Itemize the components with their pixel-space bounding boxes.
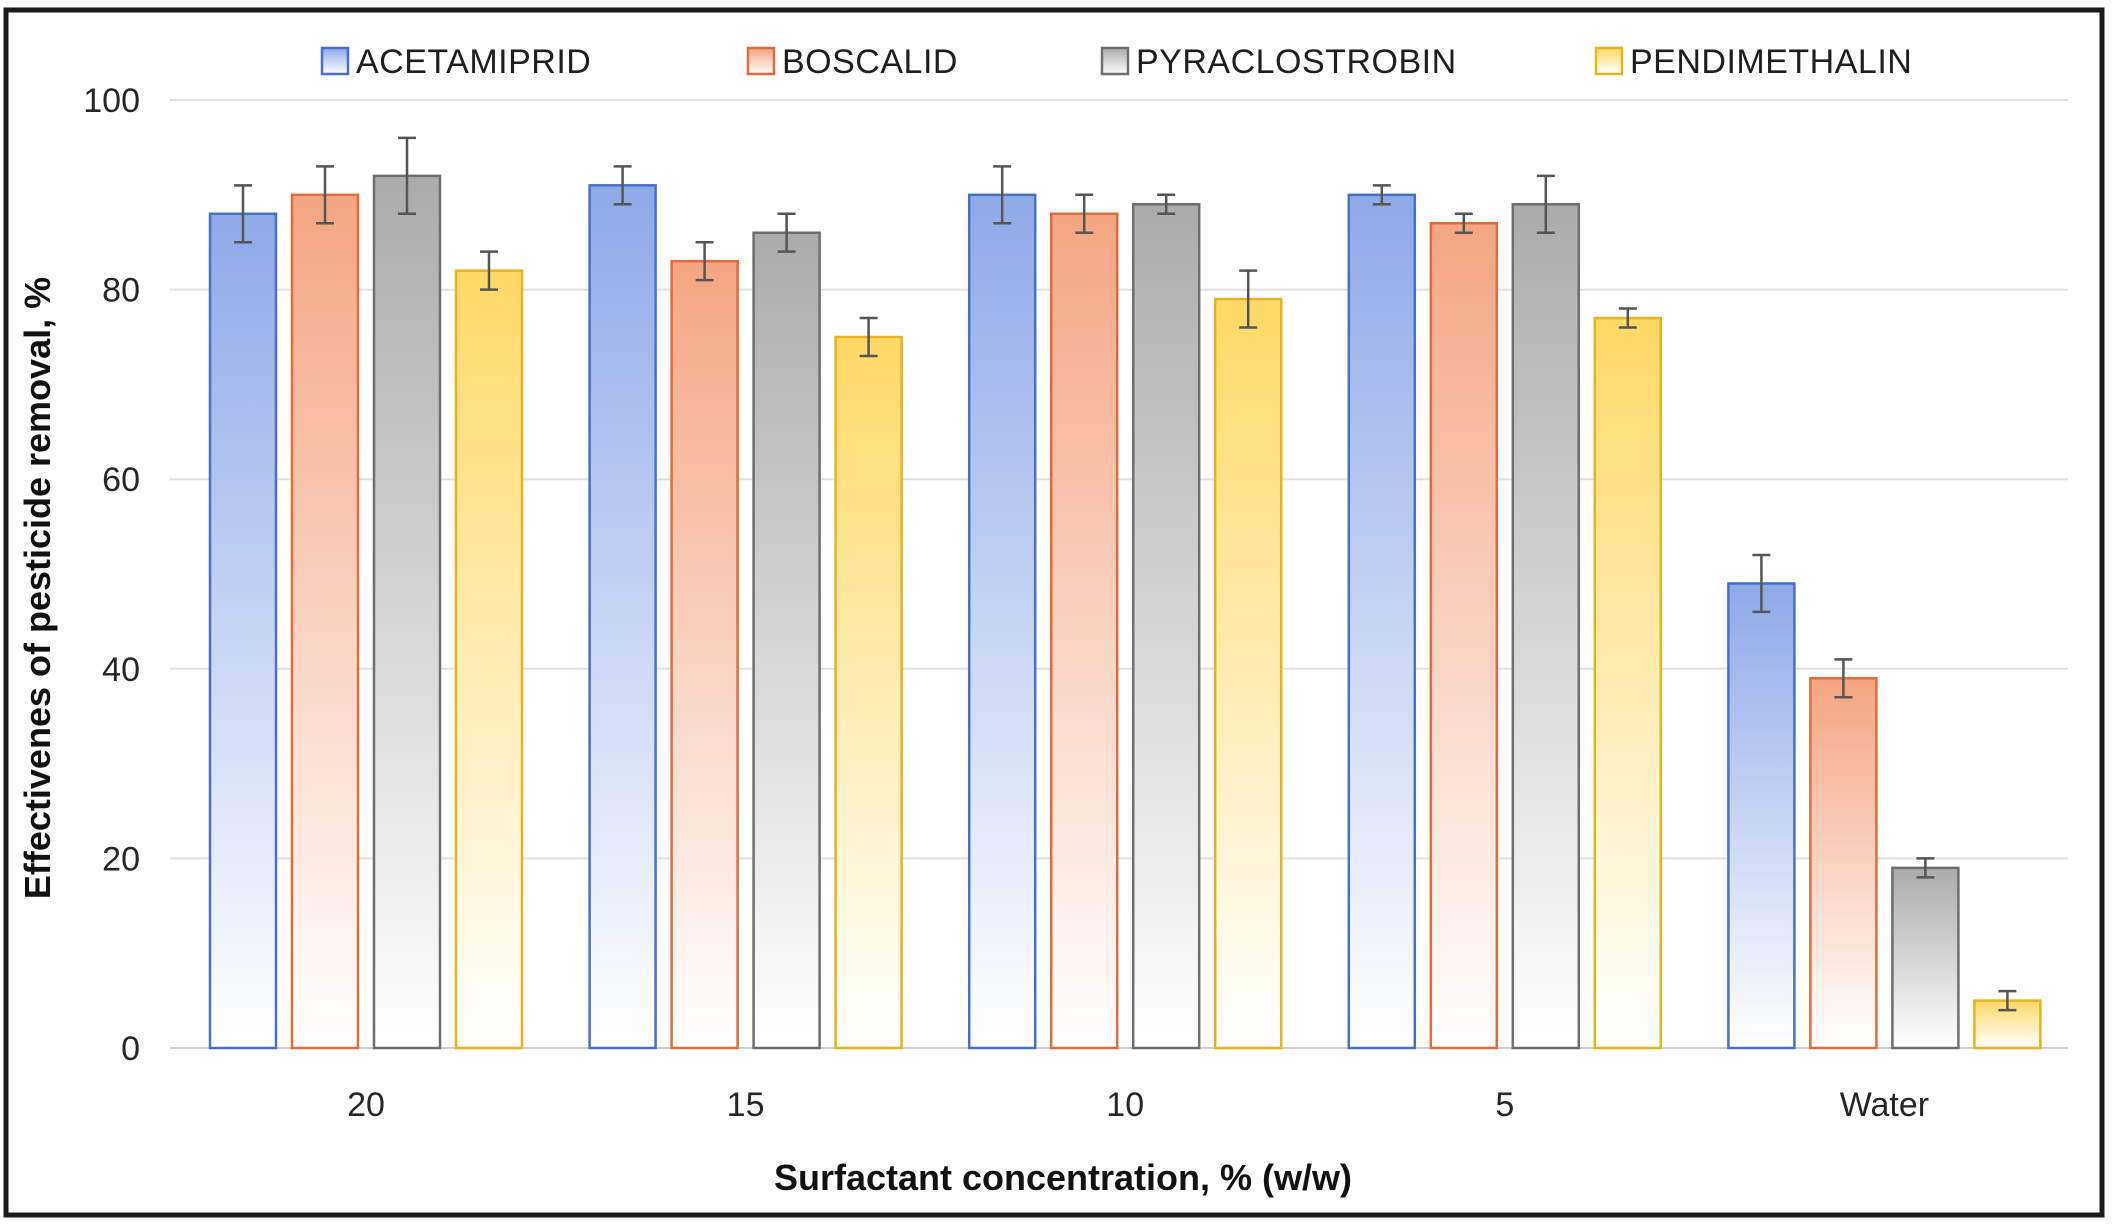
- bar-boscalid-5: [1429, 221, 1499, 1050]
- x-tick-label: 5: [1495, 1086, 1514, 1124]
- error-bar: [1916, 857, 1935, 879]
- bar-boscalid-20: [290, 193, 360, 1050]
- bar-pendimethalin-5: [1593, 316, 1663, 1050]
- bar-boscalid-10: [1049, 212, 1119, 1050]
- error-bar: [993, 165, 1012, 225]
- legend-item: PENDIMETHALIN: [1594, 43, 1912, 81]
- y-tick-label: 40: [102, 651, 140, 689]
- error-bar: [1157, 193, 1176, 216]
- error-bar: [1536, 174, 1555, 234]
- bar-pendimethalin-10: [1213, 297, 1283, 1050]
- bar-pendimethalin-15: [834, 335, 903, 1050]
- error-bar: [1239, 269, 1258, 329]
- legend-item: ACETAMIPRID: [320, 43, 591, 81]
- legend-label: ACETAMIPRID: [356, 43, 591, 81]
- x-tick-label: 15: [727, 1086, 765, 1124]
- bar-pyraclostrobin-5: [1511, 203, 1581, 1050]
- error-bar: [1752, 553, 1771, 614]
- bars: [208, 136, 2042, 1050]
- legend-swatch: [320, 46, 350, 76]
- y-tick-label: 80: [102, 272, 140, 310]
- bar-pyraclostrobin-water: [1891, 866, 1960, 1050]
- error-bar: [1998, 989, 2017, 1012]
- bar-pendimethalin-20: [454, 269, 524, 1050]
- x-axis-title: Surfactant concentration, % (w/w): [774, 1157, 1352, 1198]
- x-tick-label: 10: [1106, 1086, 1144, 1124]
- bar-boscalid-water: [1809, 677, 1878, 1050]
- legend: ACETAMIPRID BOSCALID PYRACLOSTROBIN PENDIME…: [320, 43, 1912, 81]
- error-bar: [695, 240, 714, 282]
- y-tick-label: 100: [83, 82, 140, 120]
- error-bar: [613, 165, 632, 206]
- legend-label: BOSCALID: [782, 43, 958, 81]
- legend-item: PYRACLOSTROBIN: [1100, 43, 1457, 81]
- bar-acetamiprid-20: [208, 212, 278, 1050]
- legend-swatch: [1100, 46, 1130, 76]
- error-bar: [1618, 307, 1637, 329]
- bar-acetamiprid-5: [1347, 193, 1417, 1050]
- error-bar: [398, 136, 416, 216]
- error-bar: [234, 184, 252, 244]
- error-bar: [316, 165, 334, 225]
- tick-labels: 0 20 40 60 80 100 20 15 10 5 Water: [83, 82, 1929, 1124]
- y-tick-label: 0: [121, 1030, 140, 1068]
- legend-label: PYRACLOSTROBIN: [1136, 43, 1457, 81]
- legend-swatch: [1594, 46, 1624, 76]
- error-bar: [480, 250, 498, 291]
- x-tick-label: 20: [347, 1086, 385, 1124]
- bar-pyraclostrobin-20: [372, 174, 442, 1050]
- y-tick-label: 20: [102, 840, 140, 878]
- bar-acetamiprid-water: [1727, 582, 1796, 1050]
- bar-pyraclostrobin-10: [1131, 203, 1201, 1050]
- error-bar: [859, 316, 878, 358]
- error-bar: [1372, 184, 1391, 206]
- y-tick-label: 60: [102, 461, 140, 499]
- legend-label: PENDIMETHALIN: [1630, 43, 1912, 81]
- bar-pyraclostrobin-15: [752, 231, 821, 1050]
- x-tick-label: Water: [1840, 1086, 1929, 1124]
- error-bar: [1075, 193, 1094, 234]
- legend-swatch: [746, 46, 776, 76]
- error-bar: [1454, 212, 1473, 234]
- y-axis-title: Effectivenes of pesticide removal, %: [17, 277, 58, 899]
- bar-acetamiprid-15: [588, 184, 657, 1050]
- bar-acetamiprid-10: [967, 193, 1037, 1050]
- error-bar: [1834, 658, 1853, 699]
- error-bar: [777, 212, 796, 253]
- legend-item: BOSCALID: [746, 43, 958, 81]
- bar-boscalid-15: [670, 259, 739, 1050]
